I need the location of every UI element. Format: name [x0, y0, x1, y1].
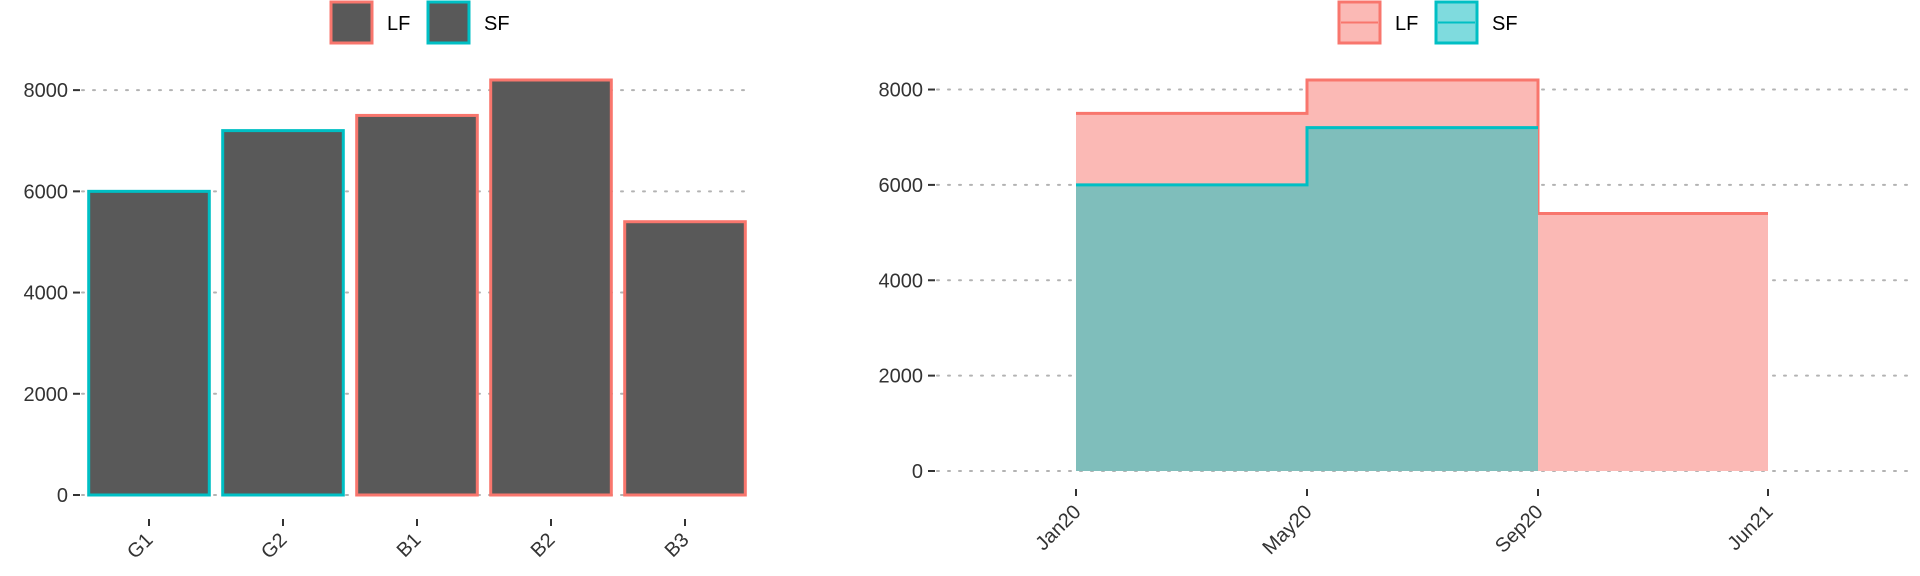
area-x-tick-label: May20 — [1259, 501, 1317, 559]
legend-key — [426, 0, 471, 45]
bar-chart-x-axis: G1 G2 B1 B2 B3 — [123, 519, 694, 563]
step-area-chart: LF SF 0 2000 4000 6000 8000 Jan20 May20 Sep20 Ju… — [879, 0, 1911, 559]
bar-x-tick-label: G1 — [123, 529, 157, 563]
bar — [355, 113, 479, 497]
bar-x-tick-label: B3 — [661, 529, 694, 562]
bar-chart-legend: LF SF — [329, 0, 510, 45]
bar-chart-bars — [87, 78, 747, 497]
area-y-tick-label: 0 — [912, 461, 923, 483]
area-fill-sf — [1076, 127, 1538, 472]
bar-y-tick-label: 8000 — [24, 80, 69, 102]
bar-y-tick-label: 6000 — [24, 181, 69, 203]
legend-label: SF — [1492, 13, 1518, 35]
bar — [489, 78, 613, 497]
area-chart-legend: LF SF — [1337, 0, 1518, 45]
bar-chart-y-axis: 0 2000 4000 6000 8000 — [24, 80, 80, 507]
area-x-tick-label: Sep20 — [1491, 501, 1547, 557]
bar-y-tick-label: 4000 — [24, 283, 69, 305]
area-y-tick-label: 8000 — [879, 80, 924, 102]
area-chart-y-axis: 0 2000 4000 6000 8000 — [879, 80, 935, 483]
bar-chart: LF SF 0 2000 4000 6000 8000 G1 G2 B1 B2 B3 — [24, 0, 753, 563]
bar-x-tick-label: G2 — [257, 529, 291, 563]
area-y-tick-label: 4000 — [879, 270, 924, 292]
area-line-lf — [1076, 78, 1768, 216]
legend-key — [329, 0, 374, 45]
area-x-tick-label: Jan20 — [1031, 501, 1085, 555]
area-line-sf — [1076, 126, 1538, 187]
legend-label: LF — [387, 13, 410, 35]
bar — [623, 220, 747, 497]
area-chart-series — [1076, 78, 1768, 472]
area-chart-x-axis: Jan20 May20 Sep20 Jun21 — [1031, 489, 1778, 559]
legend-label: LF — [1395, 13, 1418, 35]
bar — [87, 189, 211, 497]
area-x-tick-label: Jun21 — [1723, 501, 1777, 555]
bar-y-tick-label: 0 — [57, 485, 68, 507]
bar-y-tick-label: 2000 — [24, 384, 69, 406]
area-y-tick-label: 2000 — [879, 366, 924, 388]
bar — [221, 129, 345, 497]
area-y-tick-label: 6000 — [879, 175, 924, 197]
legend-label: SF — [484, 13, 510, 35]
bar-x-tick-label: B1 — [393, 529, 426, 562]
bar-x-tick-label: B2 — [527, 529, 560, 562]
